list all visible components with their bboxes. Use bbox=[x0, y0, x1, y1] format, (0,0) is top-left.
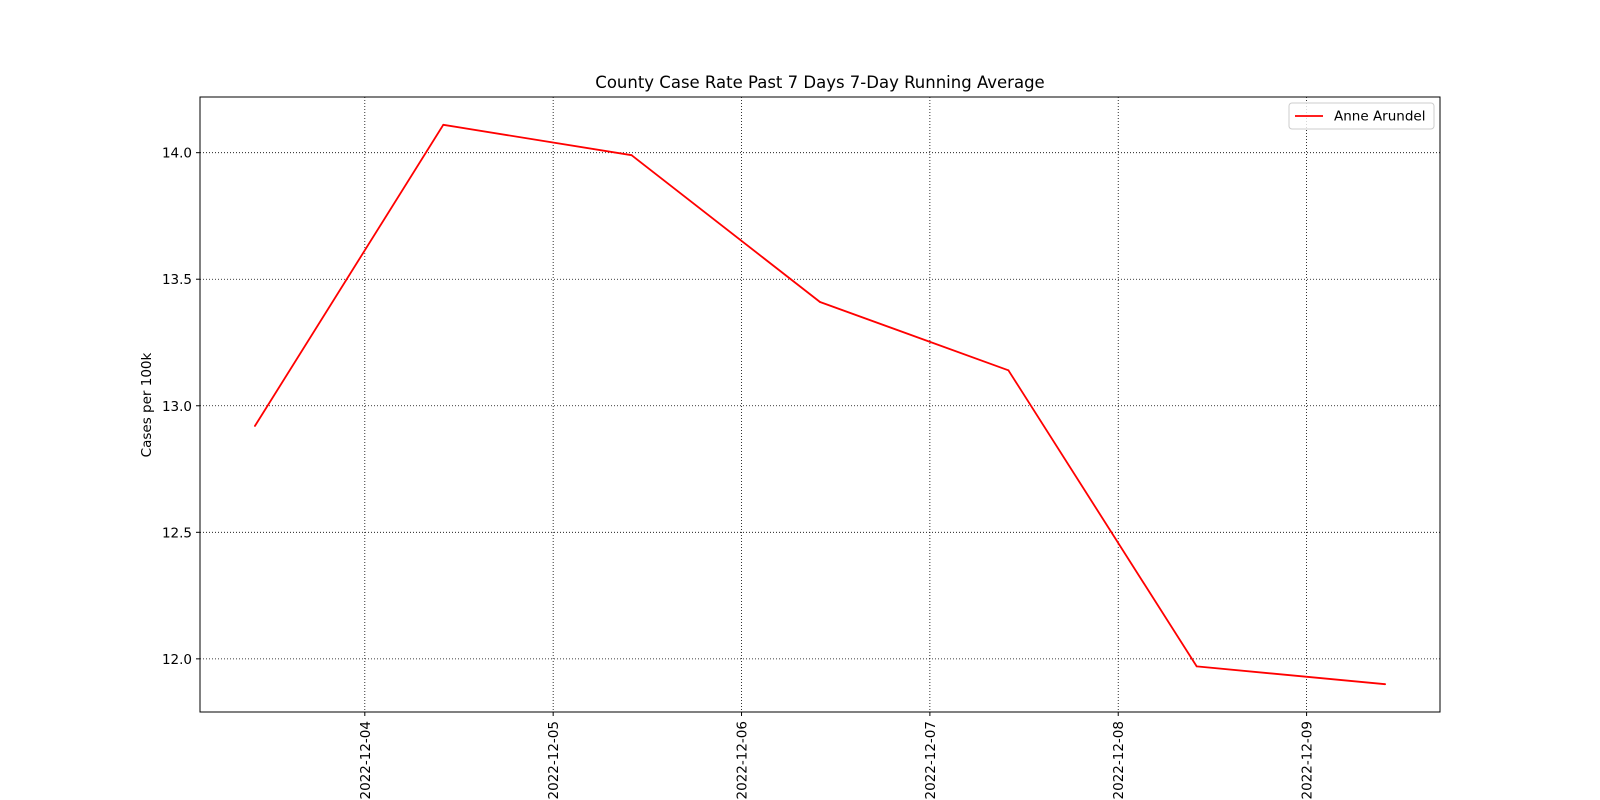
x-tick-label: 2022-12-09 bbox=[1300, 721, 1316, 799]
y-axis-label: Cases per 100k bbox=[139, 352, 155, 457]
series-layer bbox=[254, 123, 1386, 686]
chart-title: County Case Rate Past 7 Days 7-Day Runni… bbox=[595, 73, 1044, 92]
legend-box bbox=[1288, 102, 1435, 130]
y-tick-label: 14.0 bbox=[162, 146, 192, 162]
x-tick-label: 2022-12-04 bbox=[358, 721, 374, 799]
data-point bbox=[1007, 369, 1010, 372]
data-point bbox=[819, 301, 821, 303]
data-point bbox=[630, 154, 633, 157]
y-tick-label: 13.0 bbox=[162, 399, 192, 415]
plot-area-frame bbox=[199, 96, 1441, 713]
data-point bbox=[442, 123, 445, 126]
y-tick-label: 12.5 bbox=[162, 525, 192, 541]
x-tick-label: 2022-12-05 bbox=[546, 721, 562, 799]
x-tick-label: 2022-12-07 bbox=[923, 721, 939, 799]
grid bbox=[200, 97, 1440, 712]
legend: Anne Arundel bbox=[1288, 102, 1435, 130]
data-point bbox=[254, 425, 256, 427]
data-point bbox=[1195, 665, 1198, 668]
x-tick-label: 2022-12-06 bbox=[735, 721, 751, 799]
y-tick-label: 12.0 bbox=[162, 652, 192, 668]
axis-ticks: 12.0 12.5 13.0 13.5 14.0 2022-12-04 2022-12-05… bbox=[162, 146, 1316, 800]
y-tick-label: 13.5 bbox=[162, 272, 192, 288]
legend-label: Anne Arundel bbox=[1334, 109, 1425, 125]
data-point bbox=[1384, 683, 1386, 686]
x-tick-label: 2022-12-08 bbox=[1111, 721, 1127, 799]
